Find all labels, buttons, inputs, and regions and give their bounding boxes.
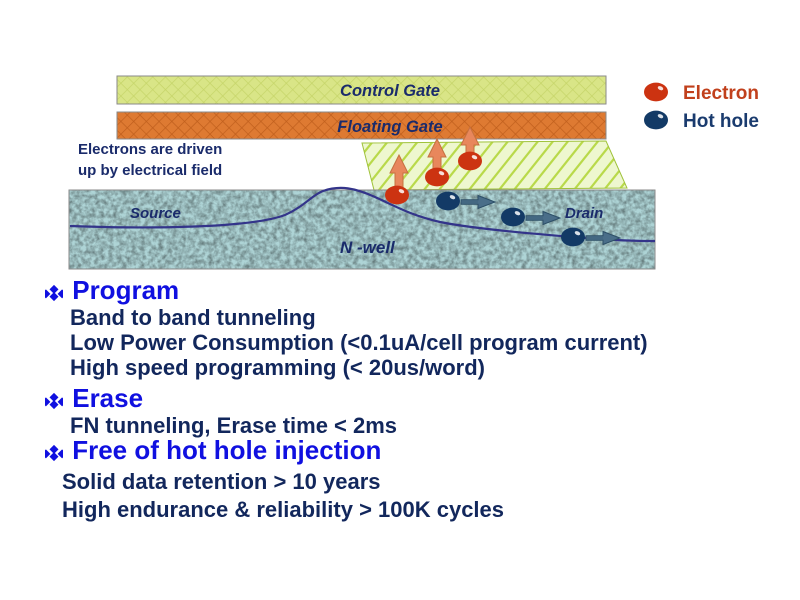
svg-text:Electron: Electron	[683, 83, 759, 104]
svg-text:up by electrical field: up by electrical field	[78, 162, 222, 179]
svg-text:Source: Source	[130, 205, 181, 222]
svg-text:Hot hole: Hot hole	[683, 111, 759, 132]
svg-text:N -well: N -well	[340, 238, 396, 257]
svg-text:Control Gate: Control Gate	[340, 82, 440, 100]
svg-text:Electrons are driven: Electrons are driven	[78, 141, 222, 158]
svg-text:Floating Gate: Floating Gate	[337, 118, 442, 136]
svg-text:Drain: Drain	[565, 205, 603, 222]
